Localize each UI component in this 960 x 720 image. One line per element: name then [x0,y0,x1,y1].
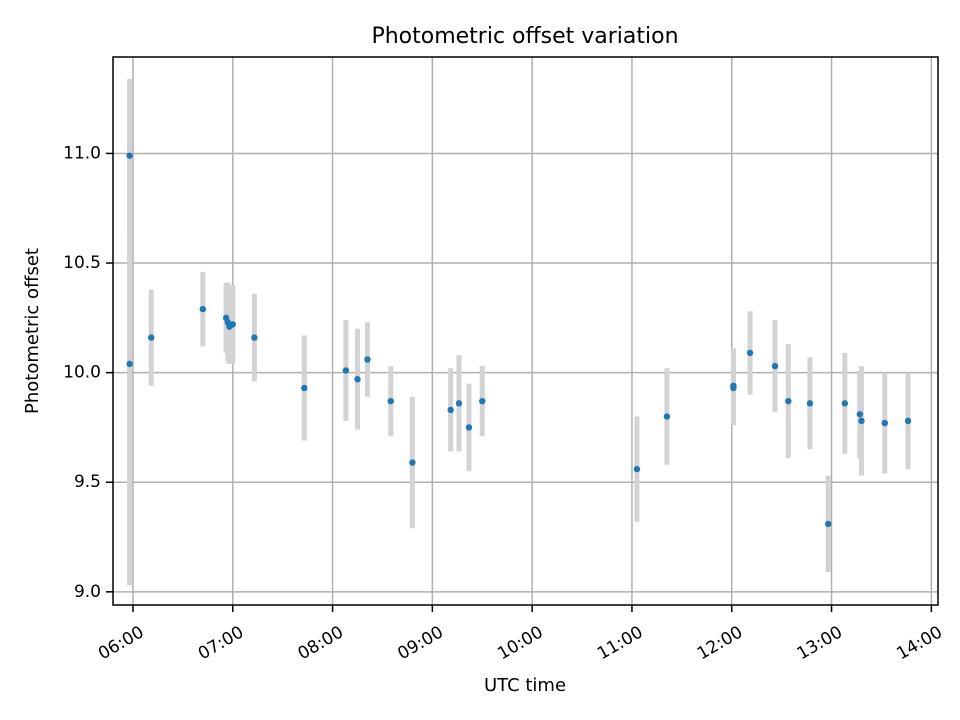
y-tick-label: 11.0 [63,143,101,163]
data-point [663,413,671,420]
data-point [301,384,308,392]
x-tick-label: 07:00 [195,622,247,664]
data-point [771,362,779,370]
data-point [904,417,912,425]
x-tick-label: 06:00 [95,622,147,664]
data-point [251,334,258,341]
x-tick-label: 13:00 [794,622,846,664]
point-layer [126,152,912,528]
data-point [199,305,207,313]
data-point [465,424,473,431]
y-tick-label: 9.0 [74,582,101,602]
x-tick-label: 08:00 [295,622,347,664]
data-point [447,406,454,414]
data-point [387,397,394,405]
data-point [856,411,864,418]
y-tick-label: 9.5 [74,472,101,492]
data-point [342,367,350,374]
y-tick-label: 10.0 [63,363,101,383]
data-point [229,321,236,328]
chart-title: Photometric offset variation [371,24,678,49]
grid-layer [113,57,938,605]
x-tick-label: 11:00 [594,622,646,664]
data-point [730,384,737,392]
data-point [409,459,416,466]
y-axis-label: Photometric offset [22,248,43,414]
x-tick-label: 14:00 [893,622,945,664]
data-point [148,334,155,341]
data-point [746,349,754,357]
data-point [354,376,361,383]
x-tick-label: 12:00 [694,622,746,664]
data-point [364,356,371,363]
data-point [479,397,486,405]
data-point [126,360,133,368]
data-point [825,520,832,528]
y-tick-label: 10.5 [63,253,101,273]
x-tick-label: 10:00 [494,622,546,664]
data-point [455,400,463,407]
data-point [126,152,133,159]
plot-frame [112,56,939,606]
x-axis-label: UTC time [484,675,566,696]
data-point [633,465,641,473]
data-point [841,400,849,407]
data-point [858,417,865,425]
tick-layer: 06:00 07:00 08:00 09:00 10:00 11:00 12:00 13:00… [63,143,946,664]
errorbar-layer [127,78,911,586]
x-tick-label: 09:00 [394,622,446,664]
data-point [785,397,792,405]
data-point [806,400,814,407]
data-point [881,419,888,427]
